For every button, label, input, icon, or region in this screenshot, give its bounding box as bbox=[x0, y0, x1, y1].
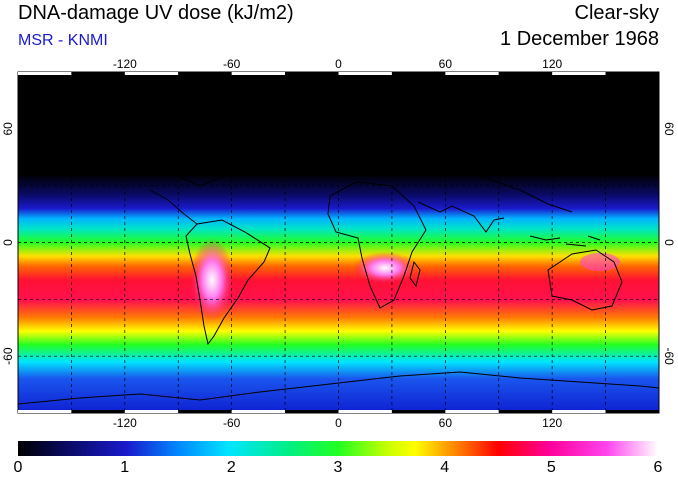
lat-tick-label: 60 bbox=[662, 122, 676, 136]
lon-tick-label: 60 bbox=[439, 57, 453, 71]
lon-tick-label: 0 bbox=[335, 57, 342, 71]
sky-condition: Clear-sky bbox=[574, 2, 659, 24]
coastlines bbox=[18, 149, 659, 405]
lon-tick-label: 0 bbox=[335, 416, 342, 430]
lat-tick-label: 60 bbox=[1, 122, 15, 136]
lat-labels-right: 60 0 -60 bbox=[662, 122, 676, 365]
colorbar-tick-label: 5 bbox=[546, 459, 556, 476]
lat-tick-label: -60 bbox=[662, 347, 676, 365]
lat-tick-label: -60 bbox=[1, 347, 15, 365]
colorbar-tick-label: 4 bbox=[440, 459, 450, 476]
lat-tick-label: 0 bbox=[662, 239, 676, 246]
lon-tick-label: -60 bbox=[223, 57, 241, 71]
date-label: 1 December 1968 bbox=[500, 28, 659, 50]
lat-labels-left: 60 0 -60 bbox=[1, 122, 15, 365]
colorbar-tick-label: 0 bbox=[13, 459, 23, 476]
lon-tick-label: 120 bbox=[542, 416, 562, 430]
source-label: MSR - KNMI bbox=[18, 32, 108, 49]
colorbar bbox=[18, 441, 658, 456]
lon-tick-label: -60 bbox=[223, 416, 241, 430]
lon-labels-top: -120 -60 0 60 120 bbox=[113, 57, 563, 71]
colorbar-tick-label: 3 bbox=[333, 459, 343, 476]
graticule bbox=[18, 72, 659, 413]
map-title: DNA-damage UV dose (kJ/m2) bbox=[18, 2, 294, 24]
lat-tick-label: 0 bbox=[1, 239, 15, 246]
lon-tick-label: -120 bbox=[113, 416, 137, 430]
colorbar-tick-label: 6 bbox=[653, 459, 663, 476]
lon-tick-label: 120 bbox=[542, 57, 562, 71]
lon-tick-label: -120 bbox=[113, 57, 137, 71]
colorbar-tick-label: 1 bbox=[120, 459, 130, 476]
lon-labels-bottom: -120 -60 0 60 120 bbox=[113, 416, 563, 430]
lon-tick-label: 60 bbox=[439, 416, 453, 430]
colorbar-tick-label: 2 bbox=[226, 459, 236, 476]
